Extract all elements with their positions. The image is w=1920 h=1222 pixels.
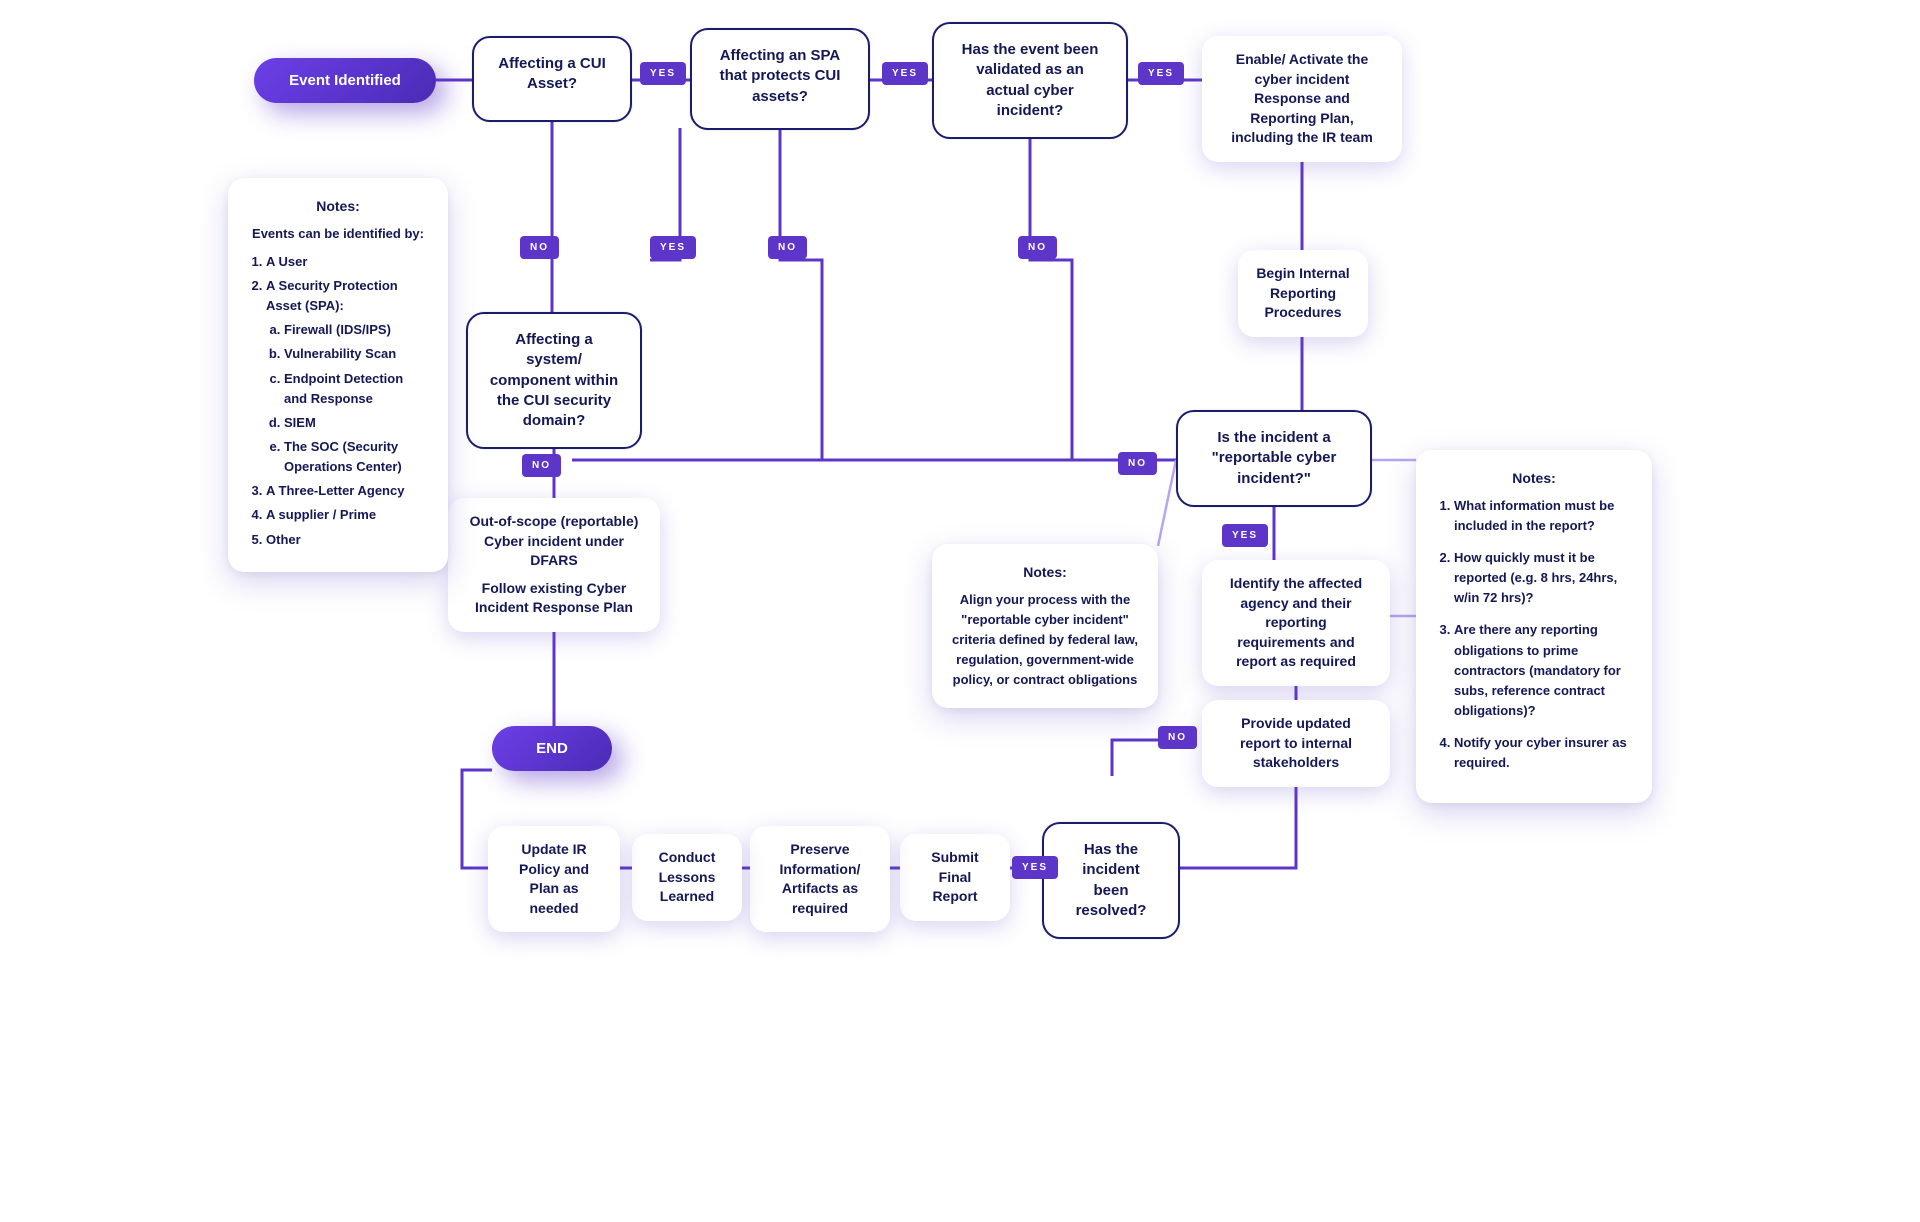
decision-text: Affecting a system/ component within the…	[490, 331, 618, 429]
node-d_resolved: Has the incident been resolved?	[1042, 822, 1180, 939]
edge-label-no: NO	[520, 236, 559, 259]
end-label: END	[536, 740, 568, 757]
edge-label-no: NO	[768, 236, 807, 259]
note-sub-item: The SOC (Security Operations Center)	[284, 437, 428, 477]
note-item: A User	[266, 252, 428, 272]
note-item: A supplier / Prime	[266, 505, 428, 525]
decision-text: Has the event been validated as an actua…	[962, 41, 1099, 119]
node-p_begin: Begin Internal Reporting Procedures	[1238, 250, 1368, 337]
note-sublist: Firewall (IDS/IPS) Vulnerability Scan Endp…	[266, 320, 428, 477]
decision-text: Has the incident been resolved?	[1076, 841, 1147, 919]
process-text: Submit Final Report	[931, 849, 978, 904]
process-text: Enable/ Activate the cyber incident Resp…	[1231, 51, 1373, 145]
note-body: Align your process with the "reportable …	[952, 590, 1138, 691]
note-item: A Security Protection Asset (SPA):Firewa…	[266, 276, 428, 477]
node-d_cui: Affecting a CUI Asset?	[472, 36, 632, 122]
process-text: Out-of-scope (reportable) Cyber incident…	[466, 512, 642, 571]
note-lead: Events can be identified by:	[248, 224, 428, 244]
process-text: Preserve Information/ Artifacts as requi…	[780, 841, 861, 916]
note-item: What information must be included in the…	[1454, 496, 1632, 536]
edge-label-yes: YES	[882, 62, 928, 85]
decision-text: Affecting an SPA that protects CUI asset…	[720, 47, 841, 105]
decision-text: Affecting a CUI Asset?	[498, 55, 606, 92]
note-title: Notes:	[248, 196, 428, 218]
note-item: Notify your cyber insurer as required.	[1454, 733, 1632, 773]
process-text: Provide updated report to internal stake…	[1240, 715, 1352, 770]
edge-label-no: NO	[1018, 236, 1057, 259]
flowchart-canvas: Event Identified END Affecting a CUI Asset…	[192, 0, 1728, 962]
note-title: Notes:	[952, 562, 1138, 584]
process-text: Follow existing Cyber Incident Response …	[466, 579, 642, 618]
note-item: How quickly must it be reported (e.g. 8 …	[1454, 548, 1632, 608]
process-text: Identify the affected agency and their r…	[1230, 575, 1362, 669]
note-title: Notes:	[1436, 468, 1632, 490]
edge-label-no: NO	[1158, 726, 1197, 749]
note-item: A Three-Letter Agency	[266, 481, 428, 501]
note-item: Other	[266, 530, 428, 550]
process-text: Update IR Policy and Plan as needed	[519, 841, 589, 916]
node-end: END	[492, 726, 612, 771]
node-p_oos: Out-of-scope (reportable) Cyber incident…	[448, 498, 660, 632]
edge-label-yes: YES	[1222, 524, 1268, 547]
note-item: Are there any reporting obligations to p…	[1454, 620, 1632, 721]
start-label: Event Identified	[289, 72, 401, 89]
node-note_report: Notes: What information must be included …	[1416, 450, 1652, 803]
edge-label-yes: YES	[650, 236, 696, 259]
decision-text: Is the incident a "reportable cyber inci…	[1212, 429, 1337, 487]
node-d_reportable: Is the incident a "reportable cyber inci…	[1176, 410, 1372, 507]
edge-label-yes: YES	[1012, 856, 1058, 879]
process-text: Conduct Lessons Learned	[659, 849, 716, 904]
edge-label-yes: YES	[640, 62, 686, 85]
process-text: Begin Internal Reporting Procedures	[1256, 265, 1349, 320]
node-d_spa: Affecting an SPA that protects CUI asset…	[690, 28, 870, 130]
edge-label-no: NO	[522, 454, 561, 477]
node-p_lessons: Conduct Lessons Learned	[632, 834, 742, 921]
node-note_align: Notes: Align your process with the "repor…	[932, 544, 1158, 708]
node-p_enable: Enable/ Activate the cyber incident Resp…	[1202, 36, 1402, 162]
node-p_identify: Identify the affected agency and their r…	[1202, 560, 1390, 686]
edge-label-yes: YES	[1138, 62, 1184, 85]
node-note_events: Notes: Events can be identified by: A User…	[228, 178, 448, 572]
note-sub-item: Firewall (IDS/IPS)	[284, 320, 428, 340]
note-list: A User A Security Protection Asset (SPA):…	[248, 252, 428, 550]
note-sub-item: SIEM	[284, 413, 428, 433]
note-sub-item: Endpoint Detection and Response	[284, 369, 428, 409]
node-p_update: Update IR Policy and Plan as needed	[488, 826, 620, 932]
node-p_provide: Provide updated report to internal stake…	[1202, 700, 1390, 787]
note-list: What information must be included in the…	[1436, 496, 1632, 774]
edge-label-no: NO	[1118, 452, 1157, 475]
node-p_submit: Submit Final Report	[900, 834, 1010, 921]
node-start: Event Identified	[254, 58, 436, 103]
note-sub-item: Vulnerability Scan	[284, 344, 428, 364]
node-d_validated: Has the event been validated as an actua…	[932, 22, 1128, 139]
node-p_preserve: Preserve Information/ Artifacts as requi…	[750, 826, 890, 932]
node-d_domain: Affecting a system/ component within the…	[466, 312, 642, 449]
